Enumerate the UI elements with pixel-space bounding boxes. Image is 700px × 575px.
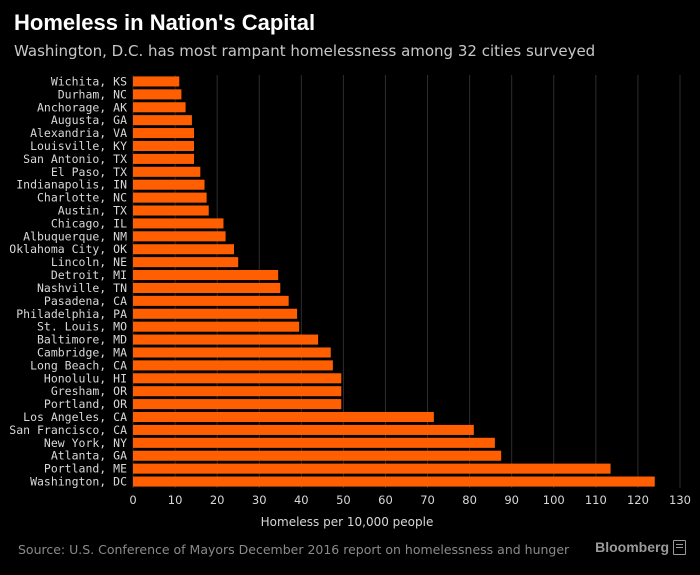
bar-2 — [133, 102, 186, 113]
category-label-7: El Paso, TX — [51, 165, 127, 179]
bars — [133, 76, 655, 487]
category-label-22: Long Beach, CA — [30, 358, 127, 372]
bar-25 — [133, 399, 342, 410]
bar-1 — [133, 89, 182, 100]
bar-26 — [133, 411, 434, 423]
bar-5 — [133, 140, 195, 152]
x-tick-label-2: 20 — [210, 493, 225, 507]
x-tick-label-12: 120 — [627, 493, 649, 507]
bar-28 — [133, 437, 495, 448]
bar-27 — [133, 424, 474, 435]
category-label-2: Anchorage, AK — [37, 100, 127, 114]
bar-6 — [133, 153, 195, 164]
bar-3 — [133, 115, 192, 126]
category-label-26: Los Angeles, CA — [23, 410, 127, 424]
bar-11 — [133, 218, 224, 229]
x-tick-label-0: 0 — [129, 493, 136, 507]
category-label-13: Oklahoma City, OK — [9, 242, 127, 256]
bar-14 — [133, 257, 239, 268]
category-label-3: Augusta, GA — [51, 113, 127, 127]
x-tick-label-10: 100 — [543, 493, 565, 507]
category-label-4: Alexandria, VA — [30, 126, 127, 140]
category-label-18: Philadelphia, PA — [16, 307, 127, 321]
bar-10 — [133, 205, 209, 216]
bar-4 — [133, 128, 195, 139]
category-label-17: Pasadena, CA — [44, 294, 127, 308]
x-tick-label-8: 80 — [462, 493, 477, 507]
category-label-25: Portland, OR — [44, 397, 127, 411]
source-note: Source: U.S. Conference of Mayors Decemb… — [18, 542, 570, 557]
bar-21 — [133, 347, 331, 358]
category-label-1: Durham, NC — [58, 87, 127, 101]
bar-8 — [133, 179, 205, 190]
category-label-15: Detroit, MI — [51, 268, 127, 282]
bar-17 — [133, 295, 289, 306]
category-label-14: Lincoln, NE — [51, 255, 127, 269]
category-label-20: Baltimore, MD — [37, 333, 127, 347]
category-label-12: Albuquerque, NM — [23, 229, 127, 243]
bar-24 — [133, 386, 342, 397]
bar-12 — [133, 231, 226, 242]
category-label-11: Chicago, IL — [51, 216, 127, 230]
category-label-23: Honolulu, HI — [44, 371, 127, 385]
chart-subtitle: Washington, D.C. has most rampant homele… — [14, 42, 596, 60]
bar-0 — [133, 76, 180, 87]
bar-9 — [133, 192, 207, 203]
category-label-30: Portland, ME — [44, 462, 127, 476]
x-tick-label-6: 60 — [378, 493, 393, 507]
bar-18 — [133, 308, 298, 319]
category-label-21: Cambridge, MA — [37, 345, 127, 359]
x-tick-label-11: 110 — [585, 493, 607, 507]
x-tick-label-3: 30 — [252, 493, 267, 507]
bar-19 — [133, 321, 300, 332]
category-label-9: Charlotte, NC — [37, 191, 127, 205]
brand-name: Bloomberg — [595, 539, 669, 555]
bar-7 — [133, 166, 201, 177]
category-label-31: Washington, DC — [30, 475, 127, 489]
bar-30 — [133, 463, 611, 474]
bar-29 — [133, 450, 502, 461]
x-axis-label: Homeless per 10,000 people — [261, 515, 434, 529]
bar-23 — [133, 373, 342, 384]
x-tick-label-4: 40 — [294, 493, 309, 507]
x-tick-label-7: 70 — [420, 493, 435, 507]
x-tick-label-1: 10 — [168, 493, 183, 507]
chart-title: Homeless in Nation's Capital — [14, 10, 316, 35]
bar-13 — [133, 244, 234, 255]
bar-31 — [133, 476, 655, 487]
x-tick-label-9: 90 — [504, 493, 519, 507]
bloomberg-terminal-icon — [673, 539, 686, 555]
bar-15 — [133, 270, 279, 281]
category-label-24: Gresham, OR — [51, 384, 127, 398]
bar-16 — [133, 282, 281, 293]
category-label-6: San Antonio, TX — [23, 152, 127, 166]
category-label-10: Austin, TX — [58, 204, 127, 218]
bar-22 — [133, 360, 333, 371]
brand-logo: Bloomberg — [595, 539, 686, 555]
category-label-19: St. Louis, MO — [37, 320, 127, 334]
x-tick-labels: 0 10 20 30 40 50 60 70 80 90 100 110 120 130 — [129, 493, 691, 507]
category-label-28: New York, NY — [44, 436, 127, 450]
category-label-0: Wichita, KS — [51, 74, 127, 88]
bar-20 — [133, 334, 319, 345]
x-tick-label-5: 50 — [336, 493, 351, 507]
category-label-27: San Francisco, CA — [9, 423, 127, 437]
category-label-29: Atlanta, GA — [51, 449, 127, 463]
category-label-16: Nashville, TN — [37, 281, 127, 295]
x-tick-label-13: 130 — [669, 493, 691, 507]
category-label-5: Louisville, KY — [30, 139, 127, 153]
category-label-8: Indianapolis, IN — [16, 178, 127, 192]
